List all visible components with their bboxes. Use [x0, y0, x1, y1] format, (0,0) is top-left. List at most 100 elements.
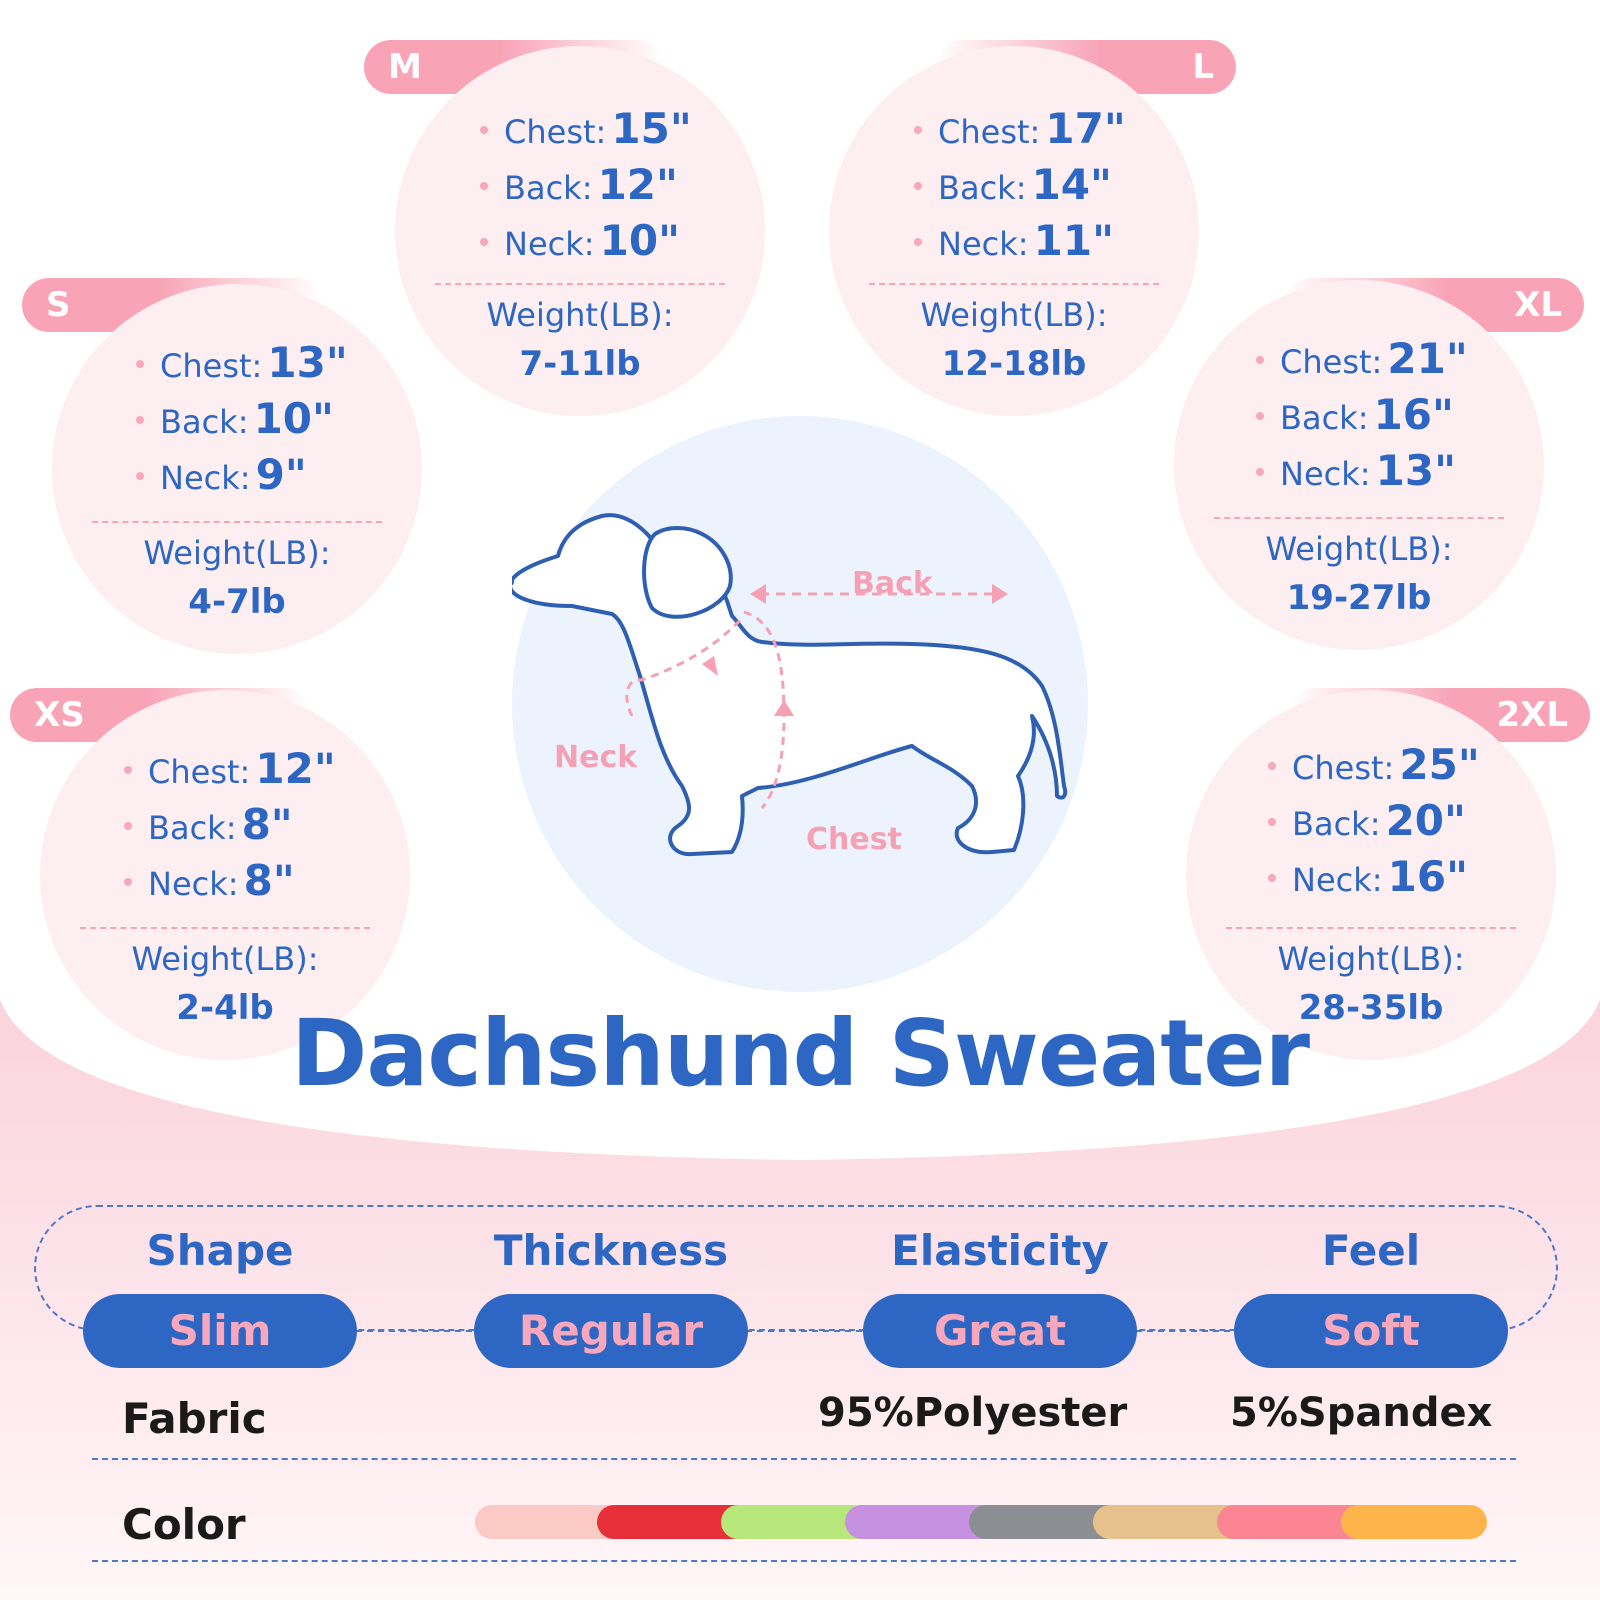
neck-measurement: Neck: 13"	[1256, 446, 1468, 502]
shape-label: Shape	[146, 1226, 294, 1275]
size-card-xs: Chest: 12" Back: 8" Neck: 8" Weight(LB):…	[40, 690, 410, 1060]
back-measurement: Back: 16"	[1256, 390, 1468, 446]
weight-label: Weight(LB):	[1265, 530, 1453, 568]
back-label: Back:	[938, 169, 1027, 207]
measurement-list: Chest: 12" Back: 8" Neck: 8"	[124, 744, 336, 912]
size-tag-label: L	[1192, 47, 1214, 87]
weight-value: 7-11lb	[519, 344, 641, 384]
neck-label: Neck:	[148, 865, 239, 903]
weight-value: 12-18lb	[941, 344, 1087, 384]
chest-diagram-label: Chest	[806, 822, 902, 857]
bullet-dot	[914, 126, 922, 134]
chest-measurement: Chest: 15"	[480, 104, 692, 160]
back-diagram-label: Back	[852, 566, 933, 601]
bullet-dot	[124, 766, 132, 774]
chest-label: Chest:	[1280, 343, 1383, 381]
size-tag-label: M	[388, 47, 422, 87]
bullet-dot	[1268, 762, 1276, 770]
measurement-list: Chest: 21" Back: 16" Neck: 13"	[1256, 334, 1468, 502]
thickness-label: Thickness	[493, 1226, 729, 1275]
neck-value: 13"	[1375, 446, 1456, 495]
measurement-list: Chest: 13" Back: 10" Neck: 9"	[136, 338, 348, 506]
back-label: Back:	[160, 403, 249, 441]
back-value: 8"	[241, 800, 293, 849]
neck-label: Neck:	[938, 225, 1029, 263]
bullet-dot	[914, 182, 922, 190]
elasticity-label: Elasticity	[891, 1226, 1109, 1275]
back-measurement: Back: 10"	[136, 394, 348, 450]
color-label: Color	[122, 1500, 246, 1549]
back-measurement: Back: 12"	[480, 160, 692, 216]
chest-label: Chest:	[938, 113, 1041, 151]
feel-value-pill: Soft	[1234, 1294, 1508, 1368]
size-tag-label: XL	[1514, 285, 1562, 325]
measurement-list: Chest: 15" Back: 12" Neck: 10"	[480, 104, 692, 272]
weight-label: Weight(LB):	[131, 940, 319, 978]
back-label: Back:	[1292, 805, 1381, 843]
back-value: 16"	[1373, 390, 1454, 439]
chest-value: 13"	[267, 338, 348, 387]
thickness-value-pill: Regular	[474, 1294, 748, 1368]
bullet-dot	[914, 238, 922, 246]
dashed-divider	[1214, 517, 1504, 519]
size-card-l: Chest: 17" Back: 14" Neck: 11" Weight(LB…	[829, 46, 1199, 416]
feel-label: Feel	[1321, 1226, 1421, 1275]
neck-measurement: Neck: 8"	[124, 856, 336, 912]
chest-value: 17"	[1045, 104, 1126, 153]
neck-measurement: Neck: 10"	[480, 216, 692, 272]
dashed-divider	[869, 283, 1159, 285]
neck-value: 16"	[1387, 852, 1468, 901]
size-tag-label: S	[46, 285, 71, 325]
back-value: 10"	[253, 394, 334, 443]
back-measurement: Back: 20"	[1268, 796, 1480, 852]
dashed-divider	[435, 283, 725, 285]
shape-value-pill: Slim	[83, 1294, 357, 1368]
dashed-divider	[1226, 927, 1516, 929]
back-label: Back:	[504, 169, 593, 207]
chest-measurement: Chest: 17"	[914, 104, 1126, 160]
chest-label: Chest:	[160, 347, 263, 385]
bullet-dot	[136, 360, 144, 368]
color-divider	[92, 1560, 1516, 1562]
chest-measurement: Chest: 12"	[124, 744, 336, 800]
bullet-dot	[480, 238, 488, 246]
fabric-spandex: 5%Spandex	[1230, 1390, 1493, 1436]
bullet-dot	[124, 822, 132, 830]
neck-value: 10"	[599, 216, 680, 265]
neck-value: 8"	[243, 856, 295, 905]
back-measurement: Back: 8"	[124, 800, 336, 856]
weight-label: Weight(LB):	[486, 296, 674, 334]
page-title: Dachshund Sweater	[290, 1000, 1310, 1107]
neck-label: Neck:	[504, 225, 595, 263]
back-label: Back:	[148, 809, 237, 847]
chest-value: 12"	[255, 744, 336, 793]
chest-label: Chest:	[504, 113, 607, 151]
bullet-dot	[1256, 356, 1264, 364]
size-tag-label: 2XL	[1496, 695, 1568, 735]
neck-measurement: Neck: 16"	[1268, 852, 1480, 908]
fabric-polyester: 95%Polyester	[818, 1390, 1128, 1436]
neck-label: Neck:	[1292, 861, 1383, 899]
bullet-dot	[136, 416, 144, 424]
bullet-dot	[1268, 874, 1276, 882]
dashed-divider	[80, 927, 370, 929]
weight-value: 2-4lb	[176, 988, 274, 1028]
back-label: Back:	[1280, 399, 1369, 437]
chest-value: 25"	[1399, 740, 1480, 789]
neck-measurement: Neck: 9"	[136, 450, 348, 506]
neck-value: 9"	[255, 450, 307, 499]
bullet-dot	[1268, 818, 1276, 826]
chest-value: 15"	[611, 104, 692, 153]
bullet-dot	[1256, 468, 1264, 476]
bullet-dot	[480, 182, 488, 190]
chest-label: Chest:	[1292, 749, 1395, 787]
fabric-divider	[92, 1458, 1516, 1460]
weight-value: 19-27lb	[1286, 578, 1432, 618]
color-swatch-orange[interactable]	[1341, 1505, 1487, 1539]
size-card-2xl: Chest: 25" Back: 20" Neck: 16" Weight(LB…	[1186, 690, 1556, 1060]
chest-measurement: Chest: 25"	[1268, 740, 1480, 796]
chest-measurement: Chest: 13"	[136, 338, 348, 394]
elasticity-value-pill: Great	[863, 1294, 1137, 1368]
size-tag-label: XS	[34, 695, 85, 735]
